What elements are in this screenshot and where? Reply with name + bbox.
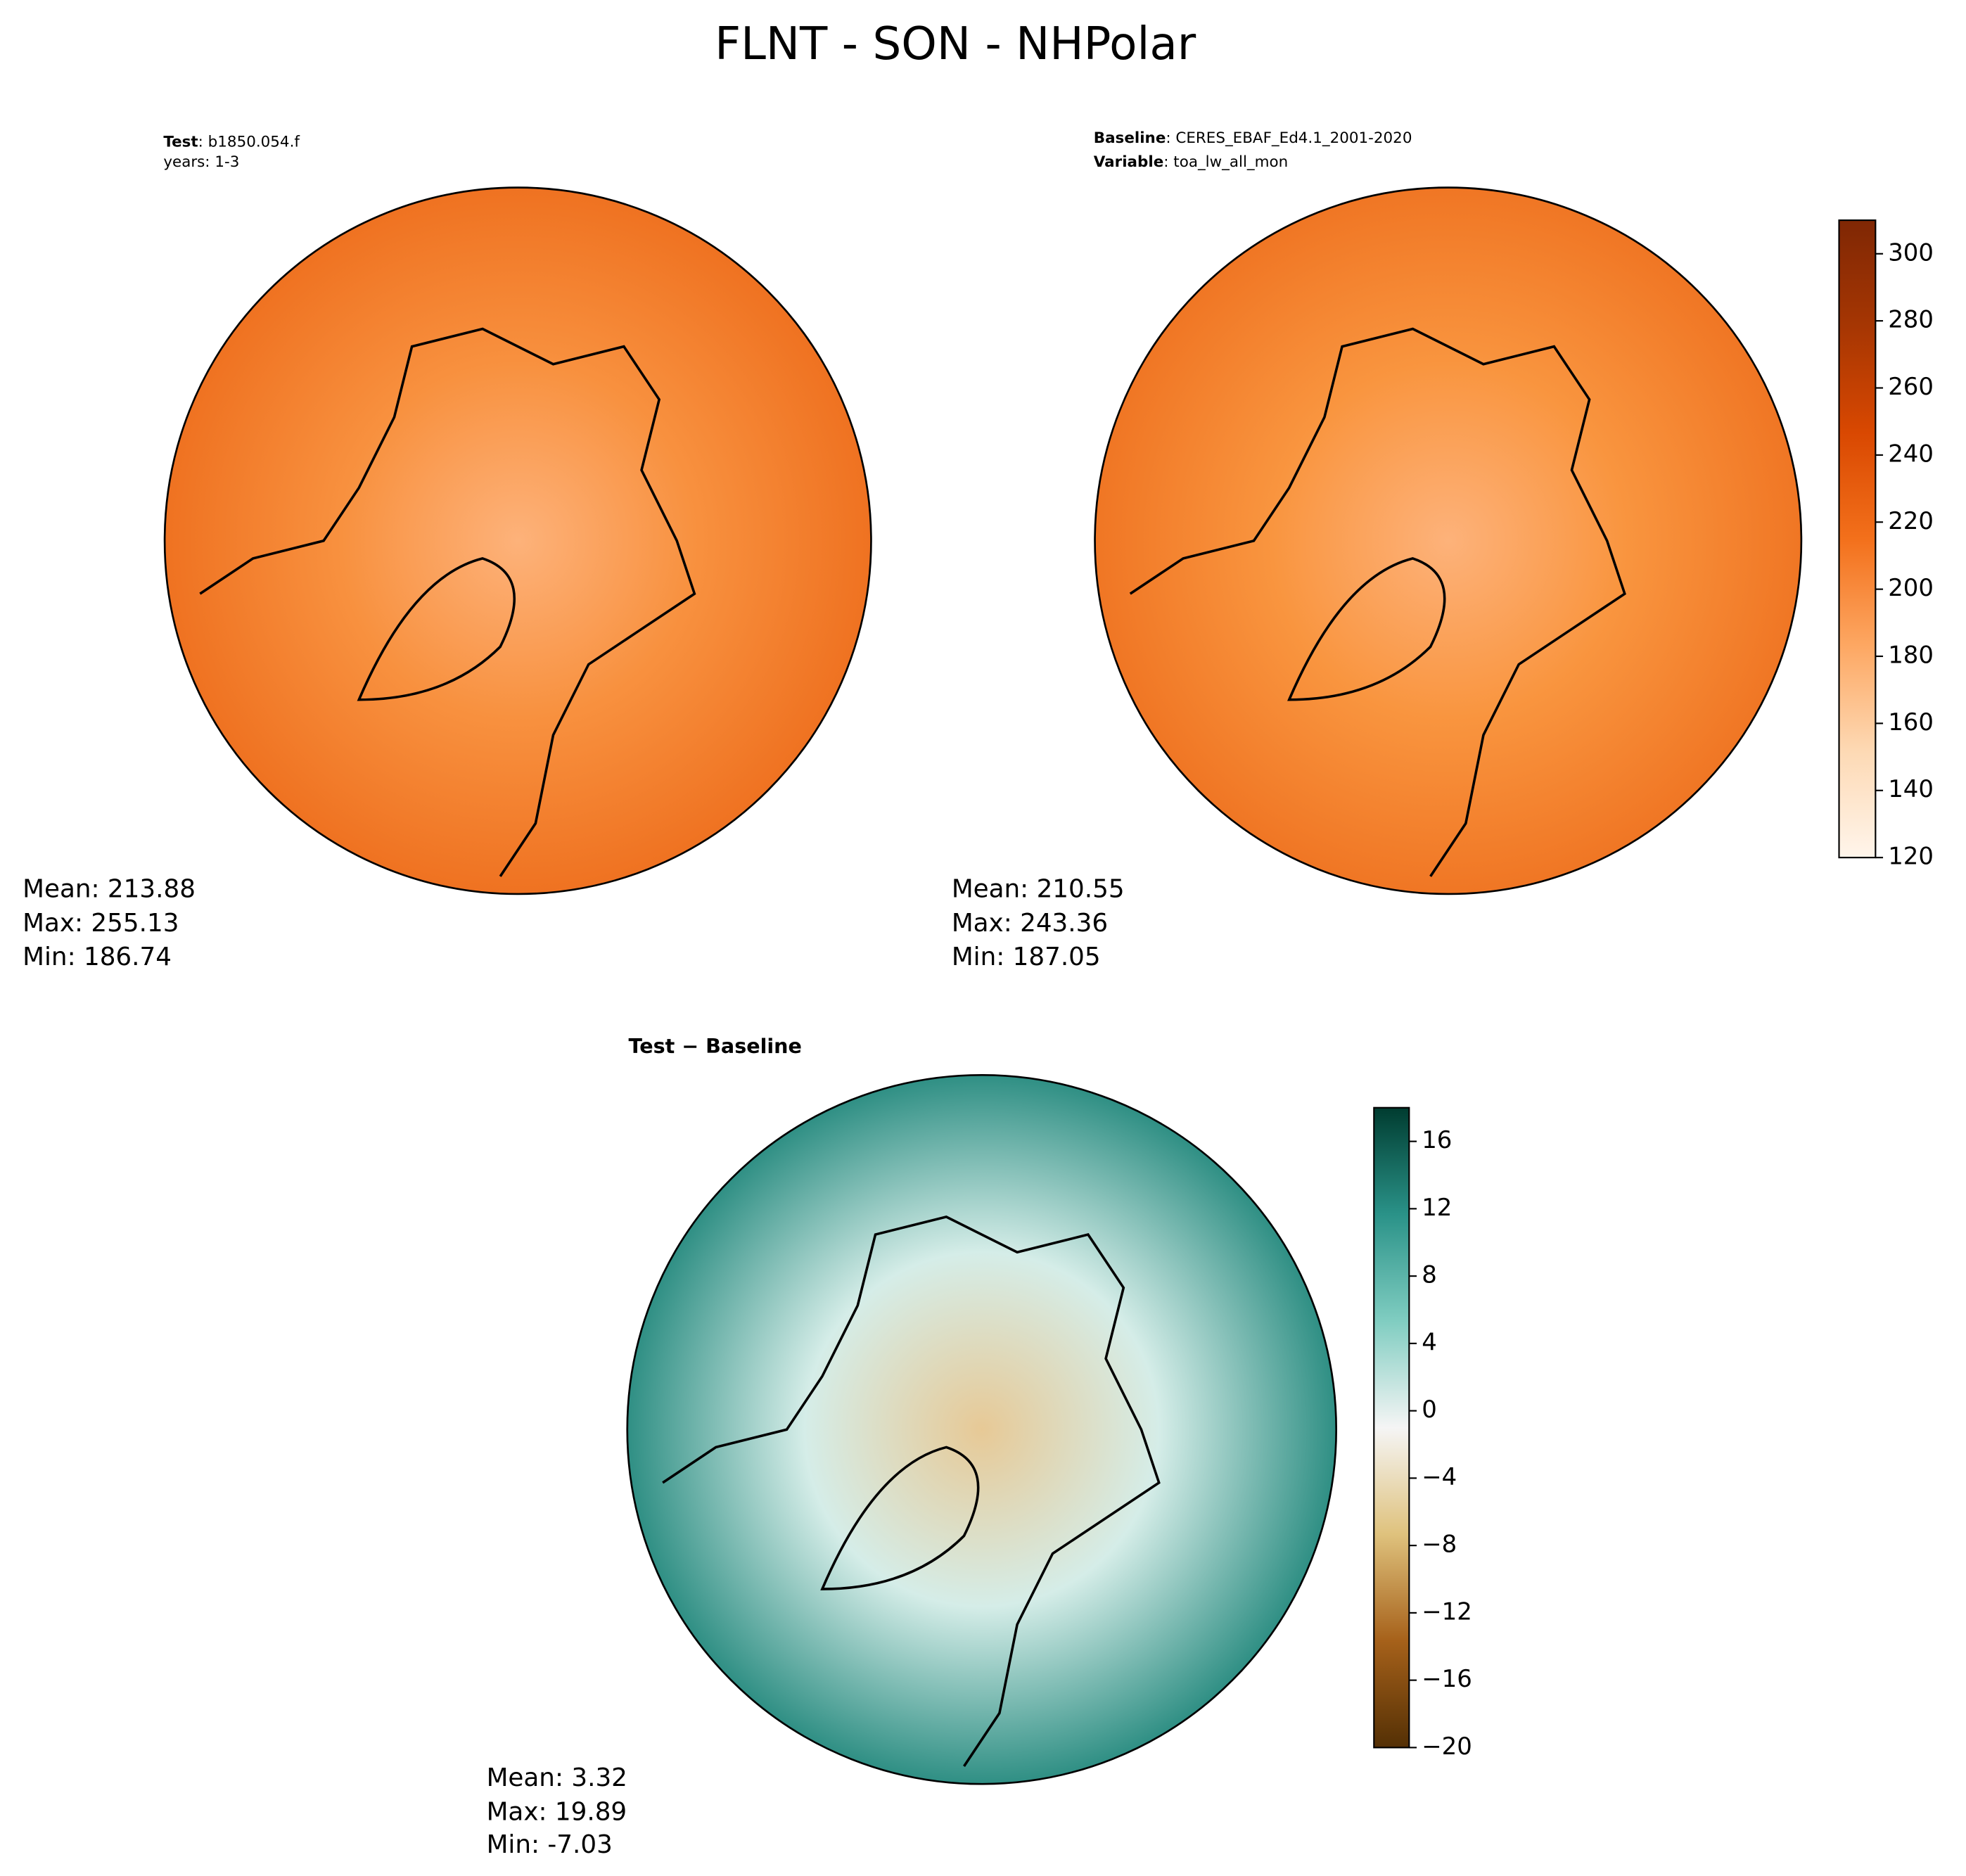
colorbar-tick-label: −16: [1422, 1665, 1472, 1693]
header-label: Test − Baseline: [629, 1034, 802, 1058]
colorbar-tick-label: 240: [1888, 440, 1934, 468]
colorbar-tick-label: −12: [1422, 1597, 1472, 1626]
colorbar-tick-label: −4: [1422, 1463, 1457, 1491]
colorbar-tick-label: 140: [1888, 775, 1934, 803]
colorbar-tick-label: 120: [1888, 843, 1934, 871]
figure-title: FLNT - SON - NHPolar: [715, 18, 1196, 70]
stat-text: Max: 19.89: [487, 1797, 627, 1826]
colorbar-tick-label: 8: [1422, 1261, 1437, 1289]
coastline: [662, 1215, 1161, 1768]
coastline: [199, 327, 696, 877]
panel-header: Variable: toa_lw_all_mon: [1094, 153, 1289, 171]
colorbar: [1373, 1106, 1410, 1749]
colorbar-tick-label: 0: [1422, 1396, 1437, 1424]
colorbar-tick-label: 260: [1888, 373, 1934, 401]
panel-header: Test − Baseline: [629, 1034, 802, 1058]
header-value: : CERES_EBAF_Ed4.1_2001-2020: [1166, 129, 1412, 147]
colorbar-tick-label: −20: [1422, 1733, 1472, 1761]
panel-header: Test: b1850.054.f: [163, 133, 300, 151]
greenland: [357, 557, 516, 701]
stat-text: Min: 186.74: [23, 943, 172, 971]
stat-text: Min: 187.05: [952, 943, 1101, 971]
colorbar-tick-label: 220: [1888, 507, 1934, 535]
colorbar-tick-label: 160: [1888, 708, 1934, 736]
stat-text: Min: -7.03: [487, 1830, 613, 1859]
polar-map: [163, 186, 872, 895]
panel-header: years: 1-3: [163, 153, 239, 171]
greenland: [820, 1446, 980, 1590]
stat-text: Mean: 210.55: [952, 875, 1125, 904]
colorbar-tick-label: 280: [1888, 306, 1934, 334]
header-label: Baseline: [1094, 129, 1166, 147]
colorbar-tick-label: 180: [1888, 642, 1934, 670]
header-label: Test: [163, 133, 198, 151]
header-value: : b1850.054.f: [198, 133, 300, 151]
header-value: years: 1-3: [163, 153, 239, 171]
colorbar: [1838, 219, 1877, 859]
polar-map: [626, 1073, 1338, 1785]
colorbar-tick-label: 200: [1888, 574, 1934, 602]
colorbar-tick-label: 300: [1888, 238, 1934, 267]
coastline: [1129, 327, 1626, 877]
greenland: [1287, 557, 1446, 701]
header-value: : toa_lw_all_mon: [1163, 153, 1288, 171]
colorbar-tick-label: −8: [1422, 1531, 1457, 1559]
stat-text: Mean: 213.88: [23, 875, 196, 904]
polar-map: [1094, 186, 1803, 895]
header-label: Variable: [1094, 153, 1164, 171]
colorbar-tick-label: 12: [1422, 1194, 1452, 1222]
panel-header: Baseline: CERES_EBAF_Ed4.1_2001-2020: [1094, 129, 1412, 147]
stat-text: Max: 243.36: [952, 909, 1108, 938]
colorbar-tick-label: 16: [1422, 1126, 1452, 1154]
stat-text: Mean: 3.32: [487, 1763, 627, 1792]
stat-text: Max: 255.13: [23, 909, 179, 938]
colorbar-tick-label: 4: [1422, 1328, 1437, 1356]
